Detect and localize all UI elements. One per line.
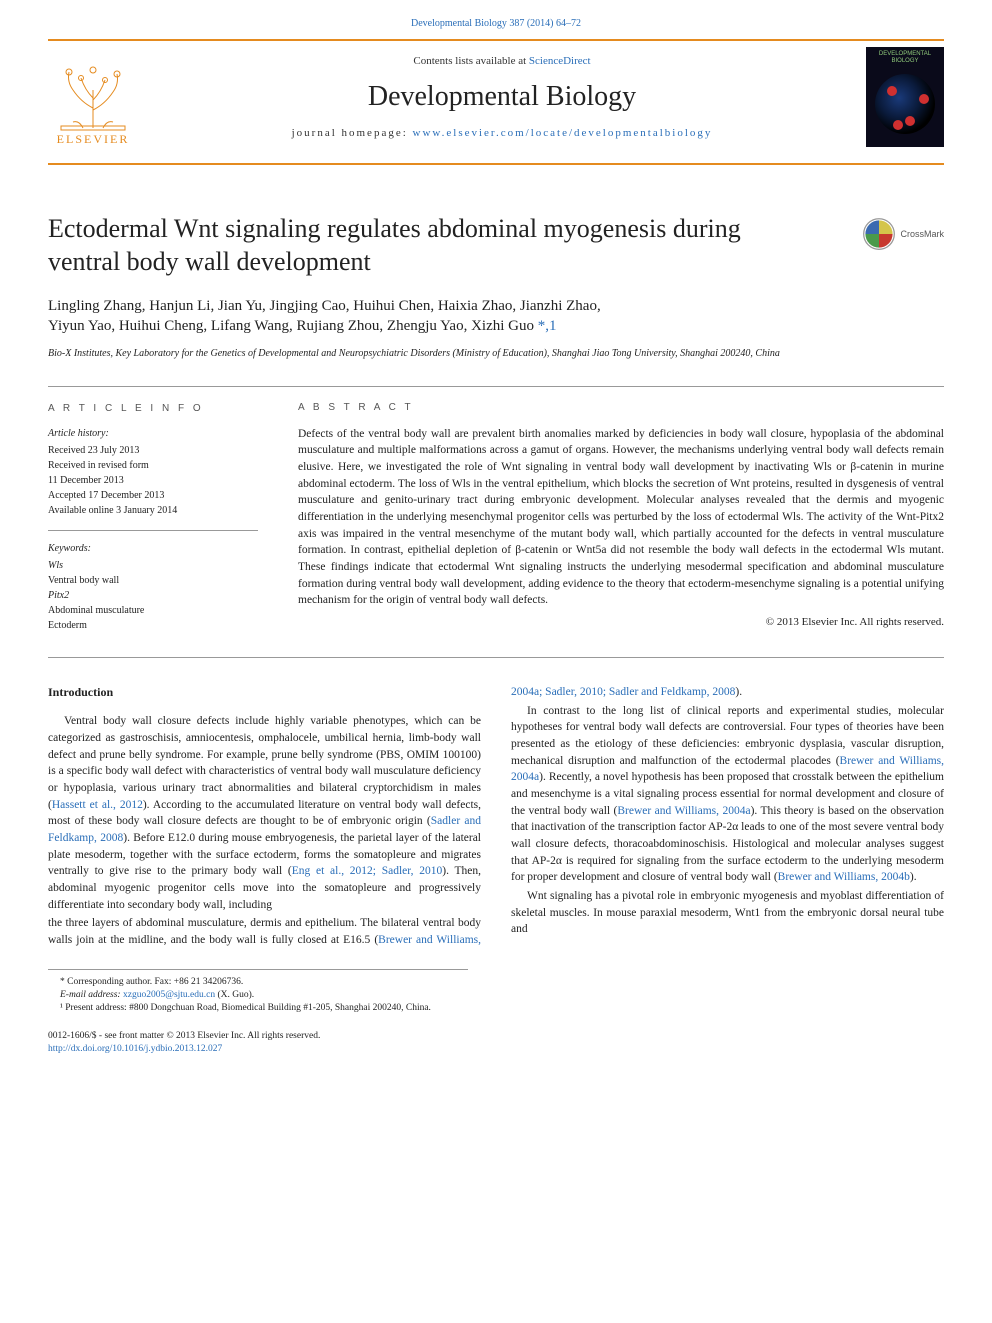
journal-cover-thumb[interactable]: DEVELOPMENTAL BIOLOGY — [866, 47, 944, 147]
revised-line2: 11 December 2013 — [48, 473, 258, 488]
homepage-line: journal homepage: www.elsevier.com/locat… — [138, 127, 866, 139]
article-title: Ectodermal Wnt signaling regulates abdom… — [48, 213, 788, 278]
citation-link[interactable]: Brewer and Williams, 2004b — [778, 871, 910, 883]
authors: Lingling Zhang, Hanjun Li, Jian Yu, Jing… — [48, 296, 908, 337]
keywords-label: Keywords: — [48, 541, 258, 556]
keyword: Pitx2 — [48, 588, 258, 603]
divider-lower — [48, 657, 944, 658]
journal-homepage-link[interactable]: www.elsevier.com/locate/developmentalbio… — [413, 127, 713, 139]
elsevier-logo[interactable]: ELSEVIER — [48, 47, 138, 147]
citation-link[interactable]: Hassett et al., 2012 — [52, 799, 143, 811]
citation-link[interactable]: Brewer and Williams, 2004a — [617, 805, 750, 817]
online-date: Available online 3 January 2014 — [48, 503, 258, 518]
address-footnote: ¹ Present address: #800 Dongchuan Road, … — [48, 1002, 468, 1015]
doi-link[interactable]: http://dx.doi.org/10.1016/j.ydbio.2013.1… — [48, 1044, 222, 1054]
cover-title: DEVELOPMENTAL BIOLOGY — [870, 51, 940, 64]
keyword: Wls — [48, 558, 258, 573]
contents-line: Contents lists available at ScienceDirec… — [138, 55, 866, 67]
affiliation: Bio-X Institutes, Key Laboratory for the… — [48, 347, 928, 361]
email-footnote: E-mail address: xzguo2005@sjtu.edu.cn (X… — [48, 989, 468, 1002]
journal-name: Developmental Biology — [138, 81, 866, 113]
citation-link[interactable]: Eng et al., 2012; Sadler, 2010 — [292, 865, 442, 877]
keyword: Abdominal musculature — [48, 603, 258, 618]
masthead: ELSEVIER Contents lists available at Sci… — [48, 39, 944, 165]
crossmark-icon — [862, 217, 896, 251]
abstract-text: Defects of the ventral body wall are pre… — [298, 426, 944, 609]
footer-copyright: 0012-1606/$ - see front matter © 2013 El… — [48, 1030, 944, 1057]
history-label: Article history: — [48, 426, 258, 441]
intro-p4: Wnt signaling has a pivotal role in embr… — [511, 888, 944, 938]
sciencedirect-link[interactable]: ScienceDirect — [529, 55, 591, 67]
citation-header: Developmental Biology 387 (2014) 64–72 — [0, 0, 992, 39]
keyword: Ectoderm — [48, 618, 258, 633]
corr-footnote: * Corresponding author. Fax: +86 21 3420… — [48, 976, 468, 989]
footnotes: * Corresponding author. Fax: +86 21 3420… — [48, 969, 468, 1016]
masthead-center: Contents lists available at ScienceDirec… — [138, 55, 866, 139]
crossmark-badge[interactable]: CrossMark — [862, 217, 944, 251]
revised-line1: Received in revised form — [48, 458, 258, 473]
intro-heading: Introduction — [48, 684, 481, 701]
body-text: Introduction Ventral body wall closure d… — [48, 684, 944, 949]
crossmark-label: CrossMark — [900, 229, 944, 239]
email-link[interactable]: xzguo2005@sjtu.edu.cn — [123, 990, 215, 1000]
intro-p3: In contrast to the long list of clinical… — [511, 703, 944, 886]
corresponding-marker[interactable]: *,1 — [534, 318, 557, 334]
info-divider — [48, 530, 258, 531]
abstract-copyright: © 2013 Elsevier Inc. All rights reserved… — [298, 615, 944, 631]
article-info: A R T I C L E I N F O Article history: R… — [48, 401, 258, 633]
issn-line: 0012-1606/$ - see front matter © 2013 El… — [48, 1030, 944, 1043]
accepted-date: Accepted 17 December 2013 — [48, 488, 258, 503]
keyword: Ventral body wall — [48, 573, 258, 588]
elsevier-label: ELSEVIER — [57, 132, 130, 147]
abstract: A B S T R A C T Defects of the ventral b… — [298, 401, 944, 633]
intro-p1: Ventral body wall closure defects includ… — [48, 713, 481, 913]
cover-image-icon — [875, 74, 935, 134]
citation-link[interactable]: Developmental Biology 387 (2014) 64–72 — [411, 18, 581, 29]
elsevier-tree-icon — [53, 60, 133, 132]
received-date: Received 23 July 2013 — [48, 443, 258, 458]
article-info-heading: A R T I C L E I N F O — [48, 401, 258, 416]
abstract-heading: A B S T R A C T — [298, 401, 944, 416]
